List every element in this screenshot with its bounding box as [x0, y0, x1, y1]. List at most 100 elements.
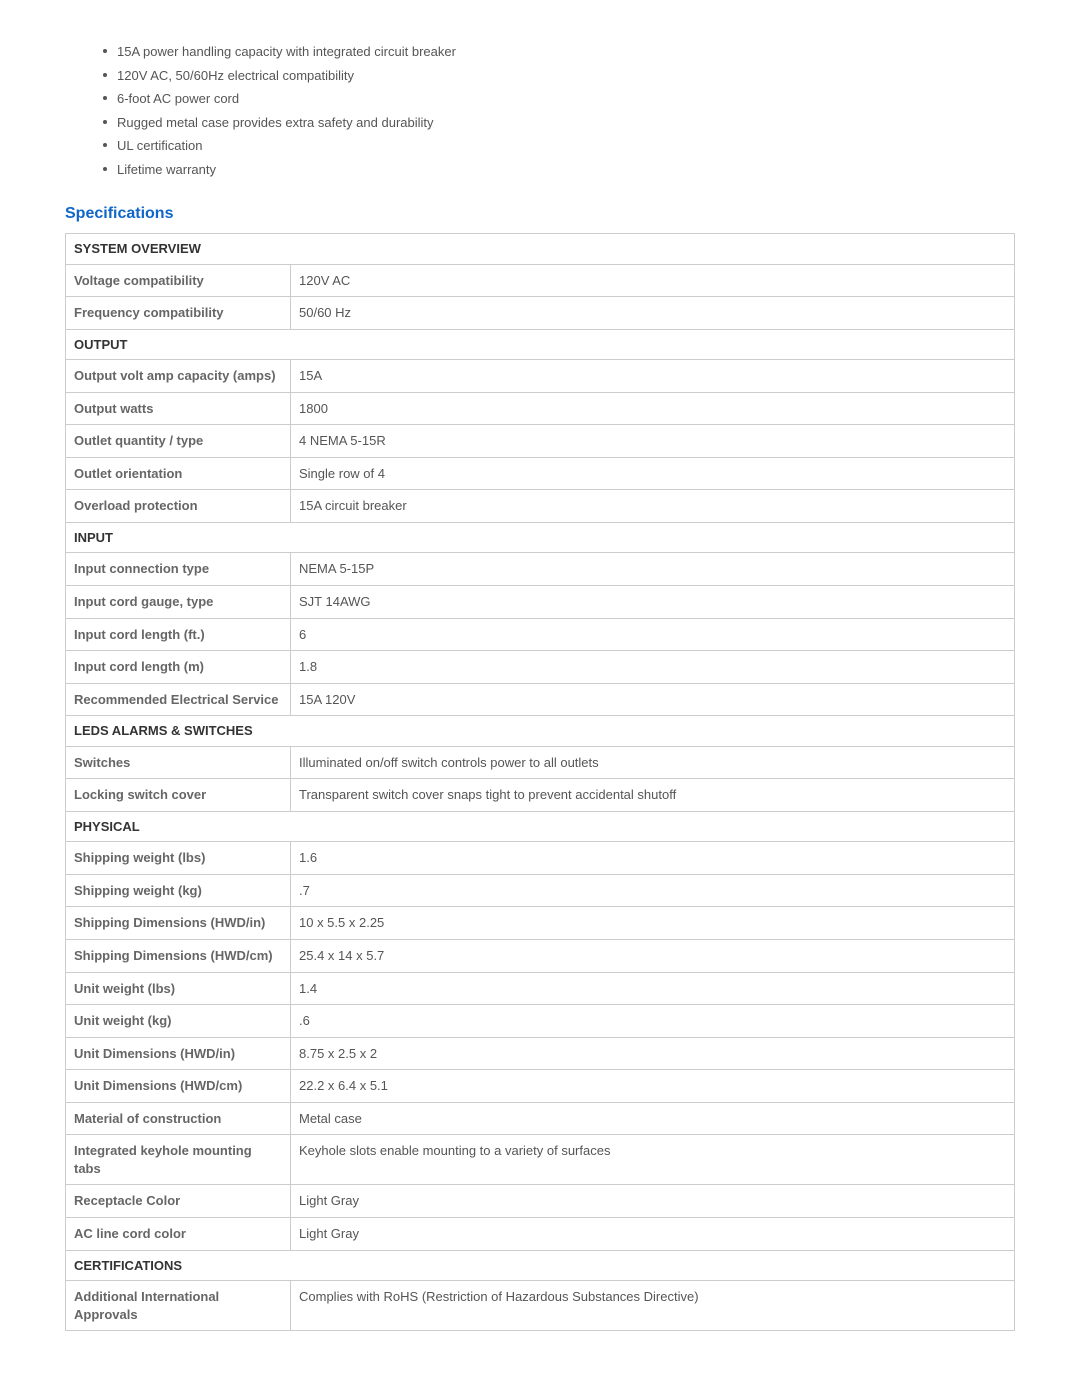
- spec-row: AC line cord colorLight Gray: [66, 1217, 1015, 1250]
- spec-value: 50/60 Hz: [291, 297, 1015, 330]
- spec-value: 25.4 x 14 x 5.7: [291, 940, 1015, 973]
- spec-value: Light Gray: [291, 1217, 1015, 1250]
- spec-value: 4 NEMA 5-15R: [291, 425, 1015, 458]
- specifications-heading: Specifications: [65, 205, 1015, 223]
- feature-item: 120V AC, 50/60Hz electrical compatibilit…: [117, 64, 1015, 88]
- spec-value: 1.4: [291, 972, 1015, 1005]
- spec-group-header-row: SYSTEM OVERVIEW: [66, 234, 1015, 265]
- spec-label: Input connection type: [66, 553, 291, 586]
- spec-label: Frequency compatibility: [66, 297, 291, 330]
- spec-value: 1800: [291, 392, 1015, 425]
- spec-row: Output watts1800: [66, 392, 1015, 425]
- spec-group-header: LEDS ALARMS & SWITCHES: [66, 716, 1015, 747]
- spec-value: Transparent switch cover snaps tight to …: [291, 779, 1015, 812]
- page-container: 15A power handling capacity with integra…: [0, 0, 1080, 1391]
- spec-value: Keyhole slots enable mounting to a varie…: [291, 1135, 1015, 1185]
- spec-label: Shipping weight (kg): [66, 874, 291, 907]
- spec-label: Additional International Approvals: [66, 1281, 291, 1331]
- spec-group-header: PHYSICAL: [66, 811, 1015, 842]
- spec-group-header-row: OUTPUT: [66, 329, 1015, 360]
- spec-label: Locking switch cover: [66, 779, 291, 812]
- spec-row: Unit Dimensions (HWD/in)8.75 x 2.5 x 2: [66, 1037, 1015, 1070]
- spec-row: Material of constructionMetal case: [66, 1102, 1015, 1135]
- spec-value: 15A circuit breaker: [291, 490, 1015, 523]
- specifications-table: SYSTEM OVERVIEWVoltage compatibility120V…: [65, 233, 1015, 1331]
- spec-label: AC line cord color: [66, 1217, 291, 1250]
- spec-label: Overload protection: [66, 490, 291, 523]
- spec-label: Shipping Dimensions (HWD/in): [66, 907, 291, 940]
- spec-group-header: OUTPUT: [66, 329, 1015, 360]
- spec-value: 15A 120V: [291, 683, 1015, 716]
- spec-row: Integrated keyhole mounting tabsKeyhole …: [66, 1135, 1015, 1185]
- spec-label: Input cord length (ft.): [66, 618, 291, 651]
- spec-value: 1.6: [291, 842, 1015, 875]
- spec-label: Unit weight (lbs): [66, 972, 291, 1005]
- spec-row: Overload protection15A circuit breaker: [66, 490, 1015, 523]
- spec-row: Input cord length (ft.)6: [66, 618, 1015, 651]
- spec-label: Shipping Dimensions (HWD/cm): [66, 940, 291, 973]
- spec-label: Shipping weight (lbs): [66, 842, 291, 875]
- spec-value: 10 x 5.5 x 2.25: [291, 907, 1015, 940]
- spec-label: Receptacle Color: [66, 1185, 291, 1218]
- spec-row: Unit Dimensions (HWD/cm)22.2 x 6.4 x 5.1: [66, 1070, 1015, 1103]
- spec-group-header-row: PHYSICAL: [66, 811, 1015, 842]
- spec-value: NEMA 5-15P: [291, 553, 1015, 586]
- spec-row: Unit weight (lbs)1.4: [66, 972, 1015, 1005]
- spec-row: Voltage compatibility120V AC: [66, 264, 1015, 297]
- spec-value: 22.2 x 6.4 x 5.1: [291, 1070, 1015, 1103]
- spec-value: Complies with RoHS (Restriction of Hazar…: [291, 1281, 1015, 1331]
- spec-label: Unit Dimensions (HWD/in): [66, 1037, 291, 1070]
- spec-label: Voltage compatibility: [66, 264, 291, 297]
- spec-value: Light Gray: [291, 1185, 1015, 1218]
- spec-group-header: SYSTEM OVERVIEW: [66, 234, 1015, 265]
- spec-label: Unit weight (kg): [66, 1005, 291, 1038]
- spec-row: Unit weight (kg).6: [66, 1005, 1015, 1038]
- spec-value: 8.75 x 2.5 x 2: [291, 1037, 1015, 1070]
- spec-label: Outlet quantity / type: [66, 425, 291, 458]
- spec-group-header-row: INPUT: [66, 522, 1015, 553]
- spec-label: Output volt amp capacity (amps): [66, 360, 291, 393]
- spec-label: Input cord length (m): [66, 651, 291, 684]
- spec-row: Locking switch coverTransparent switch c…: [66, 779, 1015, 812]
- spec-value: .6: [291, 1005, 1015, 1038]
- spec-row: SwitchesIlluminated on/off switch contro…: [66, 746, 1015, 779]
- spec-row: Outlet orientationSingle row of 4: [66, 457, 1015, 490]
- spec-row: Shipping weight (kg).7: [66, 874, 1015, 907]
- spec-value: 15A: [291, 360, 1015, 393]
- spec-value: Illuminated on/off switch controls power…: [291, 746, 1015, 779]
- feature-item: Lifetime warranty: [117, 158, 1015, 182]
- spec-value: Single row of 4: [291, 457, 1015, 490]
- spec-label: Recommended Electrical Service: [66, 683, 291, 716]
- spec-row: Input connection typeNEMA 5-15P: [66, 553, 1015, 586]
- spec-label: Unit Dimensions (HWD/cm): [66, 1070, 291, 1103]
- spec-label: Input cord gauge, type: [66, 586, 291, 619]
- feature-item: Rugged metal case provides extra safety …: [117, 111, 1015, 135]
- spec-value: 1.8: [291, 651, 1015, 684]
- spec-label: Material of construction: [66, 1102, 291, 1135]
- spec-row: Recommended Electrical Service15A 120V: [66, 683, 1015, 716]
- feature-item: 15A power handling capacity with integra…: [117, 40, 1015, 64]
- spec-row: Additional International ApprovalsCompli…: [66, 1281, 1015, 1331]
- spec-value: Metal case: [291, 1102, 1015, 1135]
- spec-row: Shipping Dimensions (HWD/in)10 x 5.5 x 2…: [66, 907, 1015, 940]
- spec-row: Shipping Dimensions (HWD/cm)25.4 x 14 x …: [66, 940, 1015, 973]
- spec-group-header: INPUT: [66, 522, 1015, 553]
- spec-value: 120V AC: [291, 264, 1015, 297]
- spec-row: Frequency compatibility50/60 Hz: [66, 297, 1015, 330]
- spec-label: Outlet orientation: [66, 457, 291, 490]
- spec-row: Input cord gauge, typeSJT 14AWG: [66, 586, 1015, 619]
- feature-item: UL certification: [117, 134, 1015, 158]
- spec-row: Shipping weight (lbs)1.6: [66, 842, 1015, 875]
- spec-group-header: CERTIFICATIONS: [66, 1250, 1015, 1281]
- spec-row: Outlet quantity / type4 NEMA 5-15R: [66, 425, 1015, 458]
- spec-row: Receptacle ColorLight Gray: [66, 1185, 1015, 1218]
- specifications-table-body: SYSTEM OVERVIEWVoltage compatibility120V…: [66, 234, 1015, 1331]
- feature-item: 6-foot AC power cord: [117, 87, 1015, 111]
- spec-value: .7: [291, 874, 1015, 907]
- feature-list: 15A power handling capacity with integra…: [65, 40, 1015, 181]
- spec-row: Input cord length (m)1.8: [66, 651, 1015, 684]
- spec-row: Output volt amp capacity (amps)15A: [66, 360, 1015, 393]
- spec-group-header-row: CERTIFICATIONS: [66, 1250, 1015, 1281]
- spec-group-header-row: LEDS ALARMS & SWITCHES: [66, 716, 1015, 747]
- spec-value: 6: [291, 618, 1015, 651]
